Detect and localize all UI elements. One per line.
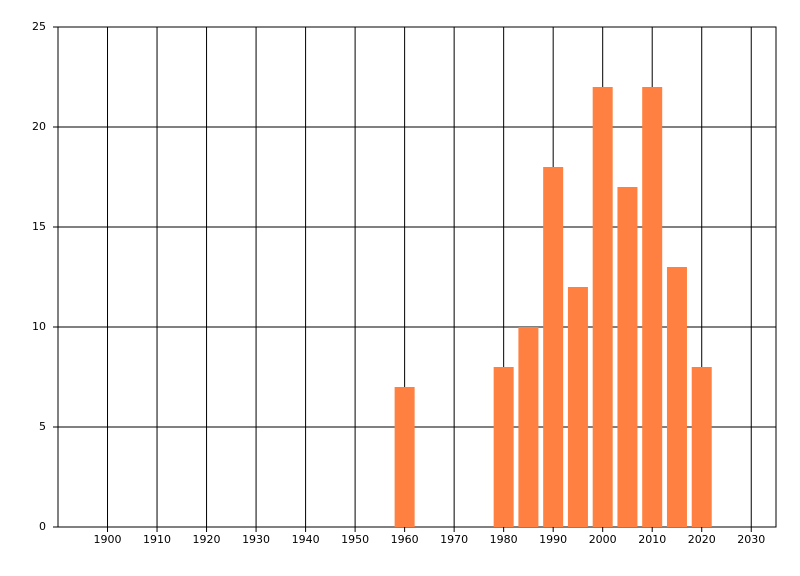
x-tick-label: 1900: [94, 533, 122, 546]
x-tick-label: 1990: [539, 533, 567, 546]
bar: [617, 187, 638, 527]
y-tick-label: 10: [32, 320, 46, 333]
bar: [642, 87, 663, 527]
x-tick-label: 1960: [391, 533, 419, 546]
x-tick-label: 2010: [638, 533, 666, 546]
y-tick-label: 25: [32, 20, 46, 33]
bar: [394, 387, 415, 527]
x-tick-label: 1920: [193, 533, 221, 546]
x-tick-label: 2000: [589, 533, 617, 546]
x-tick-label: 1950: [341, 533, 369, 546]
x-tick-label: 1940: [292, 533, 320, 546]
x-tick-label: 2020: [688, 533, 716, 546]
bar: [518, 327, 539, 527]
bar: [592, 87, 613, 527]
x-tick-label: 1980: [490, 533, 518, 546]
bar: [666, 267, 687, 527]
bar: [567, 287, 588, 527]
bar: [543, 167, 564, 527]
y-tick-label: 15: [32, 220, 46, 233]
x-tick-label: 1930: [242, 533, 270, 546]
bar: [691, 367, 712, 527]
y-tick-label: 5: [39, 420, 46, 433]
x-tick-label: 1910: [143, 533, 171, 546]
bar: [493, 367, 514, 527]
x-tick-label: 1970: [440, 533, 468, 546]
y-tick-label: 20: [32, 120, 46, 133]
x-tick-label: 2030: [737, 533, 765, 546]
y-tick-label: 0: [39, 520, 46, 533]
